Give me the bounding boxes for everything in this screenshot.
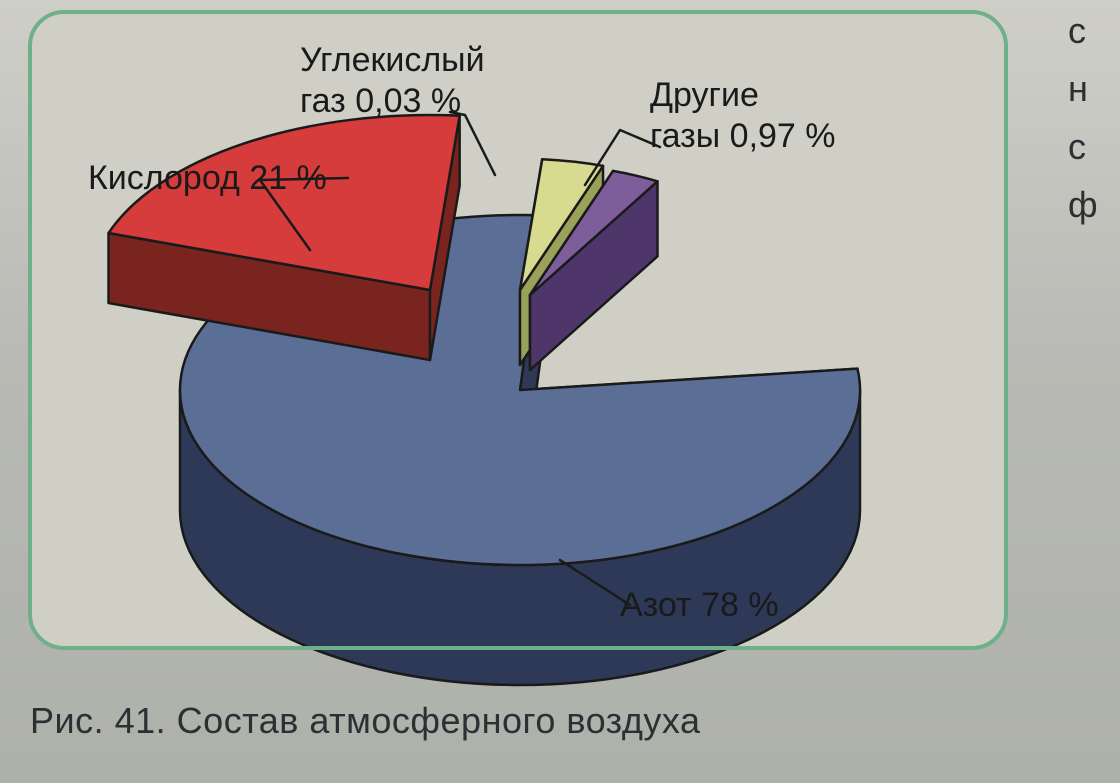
chart-frame — [28, 10, 1008, 650]
label-nitrogen: Азот 78 % — [620, 585, 779, 626]
side-text-line: с — [1068, 10, 1086, 52]
label-oxygen: Кислород 21 % — [88, 158, 327, 199]
side-text-line: н — [1068, 68, 1088, 110]
side-text-line: с — [1068, 126, 1086, 168]
label-co2: Углекислый газ 0,03 % — [300, 40, 485, 123]
figure-caption: Рис. 41. Состав атмосферного воздуха — [30, 700, 701, 742]
side-text-line: ф — [1068, 184, 1098, 226]
label-other: Другие газы 0,97 % — [650, 75, 836, 158]
